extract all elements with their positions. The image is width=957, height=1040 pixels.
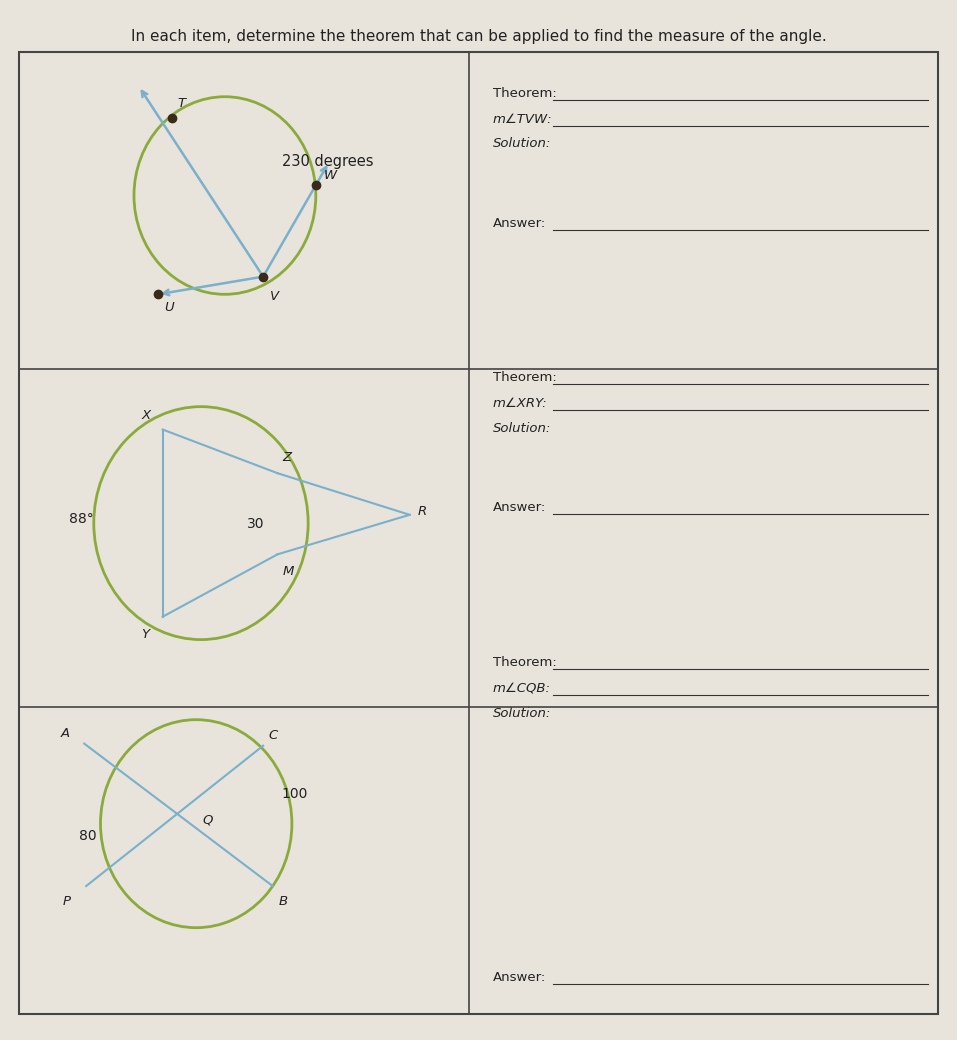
Text: Solution:: Solution:	[493, 707, 551, 720]
Text: Theorem:: Theorem:	[493, 87, 557, 100]
Text: C: C	[269, 729, 278, 743]
Text: Solution:: Solution:	[493, 422, 551, 435]
Text: R: R	[417, 504, 427, 518]
Text: In each item, determine the theorem that can be applied to find the measure of t: In each item, determine the theorem that…	[130, 29, 827, 44]
Text: 80: 80	[79, 829, 97, 843]
Text: 230 degrees: 230 degrees	[282, 154, 374, 170]
Text: Solution:: Solution:	[493, 137, 551, 150]
Text: B: B	[278, 894, 288, 908]
Text: T: T	[177, 97, 185, 110]
Text: m∠XRY:: m∠XRY:	[493, 397, 547, 410]
Text: X: X	[142, 409, 151, 422]
Text: Answer:: Answer:	[493, 217, 546, 230]
Text: Z: Z	[282, 450, 292, 464]
Text: 88°: 88°	[69, 512, 94, 526]
Text: Answer:: Answer:	[493, 501, 546, 514]
Text: Answer:: Answer:	[493, 971, 546, 984]
Text: Q: Q	[203, 813, 213, 827]
Text: Y: Y	[142, 627, 149, 641]
Text: P: P	[62, 894, 70, 908]
Text: m∠CQB:: m∠CQB:	[493, 682, 551, 695]
Text: U: U	[165, 301, 174, 314]
Text: A: A	[60, 727, 70, 740]
Text: 30: 30	[247, 517, 264, 531]
Text: m∠TVW:: m∠TVW:	[493, 113, 552, 126]
Text: Theorem:: Theorem:	[493, 371, 557, 384]
Text: M: M	[282, 565, 294, 578]
Text: V: V	[270, 289, 279, 303]
Text: 100: 100	[281, 786, 308, 801]
Text: W: W	[323, 168, 337, 182]
Text: Theorem:: Theorem:	[493, 656, 557, 669]
